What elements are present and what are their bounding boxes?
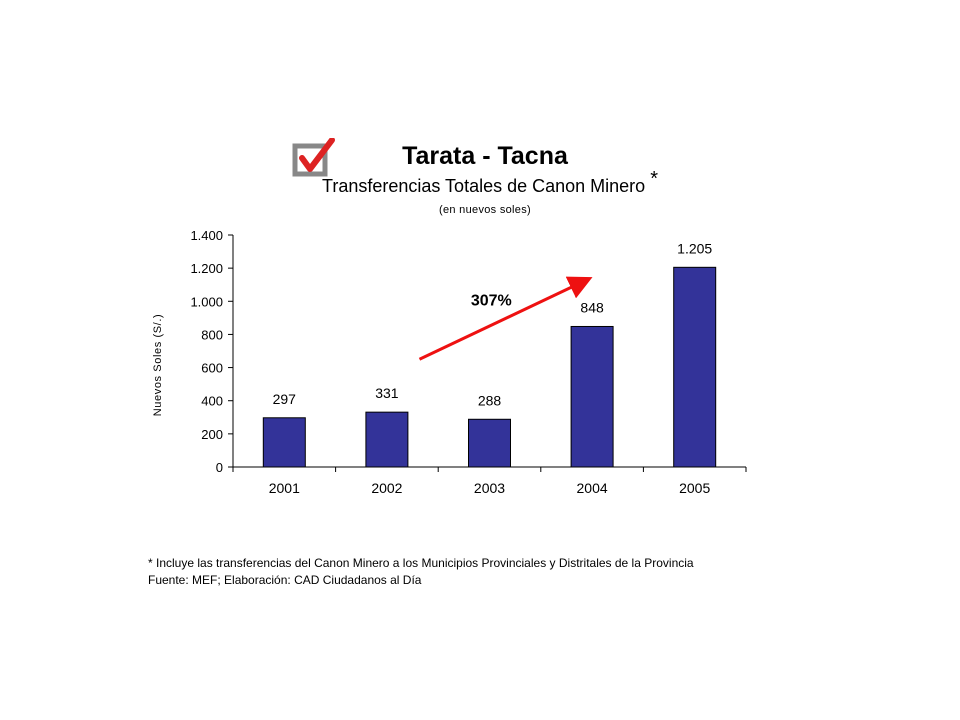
x-tick-label: 2002 <box>371 480 402 496</box>
data-label: 297 <box>273 391 297 407</box>
data-label: 848 <box>580 299 604 315</box>
y-tick-label: 0 <box>216 460 223 475</box>
bar <box>365 411 409 468</box>
checked-box-icon <box>292 138 335 177</box>
y-tick-label: 1.400 <box>190 228 223 243</box>
subtitle-footnote-mark: * <box>650 168 658 190</box>
data-label: 288 <box>478 392 502 408</box>
chart-subtitle: Transferencias Totales de Canon Minero * <box>200 169 780 197</box>
growth-arrow <box>418 276 593 361</box>
bar <box>468 418 511 468</box>
footnote: * Incluye las transferencias del Canon M… <box>148 556 694 570</box>
chart-units: (en nuevos soles) <box>439 204 531 216</box>
bar <box>570 325 614 468</box>
x-tick-label: 2003 <box>474 480 505 496</box>
y-tick-label: 200 <box>201 427 223 442</box>
source-note: Fuente: MEF; Elaboración: CAD Ciudadanos… <box>148 573 422 587</box>
y-tick-label: 1.200 <box>190 261 223 276</box>
growth-annotation: 307% <box>471 293 512 310</box>
x-tick-label: 2001 <box>269 480 300 496</box>
y-axis-label: Nuevos Soles (S/.) <box>152 314 164 417</box>
y-tick-label: 1.000 <box>190 294 223 309</box>
bar <box>673 266 717 468</box>
y-tick-label: 600 <box>201 361 223 376</box>
data-label: 331 <box>375 385 399 401</box>
y-tick-label: 400 <box>201 394 223 409</box>
y-tick-label: 800 <box>201 327 223 342</box>
bar <box>262 417 306 468</box>
x-tick-label: 2005 <box>679 480 710 496</box>
data-label: 1.205 <box>677 240 712 256</box>
x-tick-label: 2004 <box>577 480 608 496</box>
subtitle-text: Transferencias Totales de Canon Minero <box>322 176 646 196</box>
chart-title: Tarata - Tacna <box>402 142 568 170</box>
